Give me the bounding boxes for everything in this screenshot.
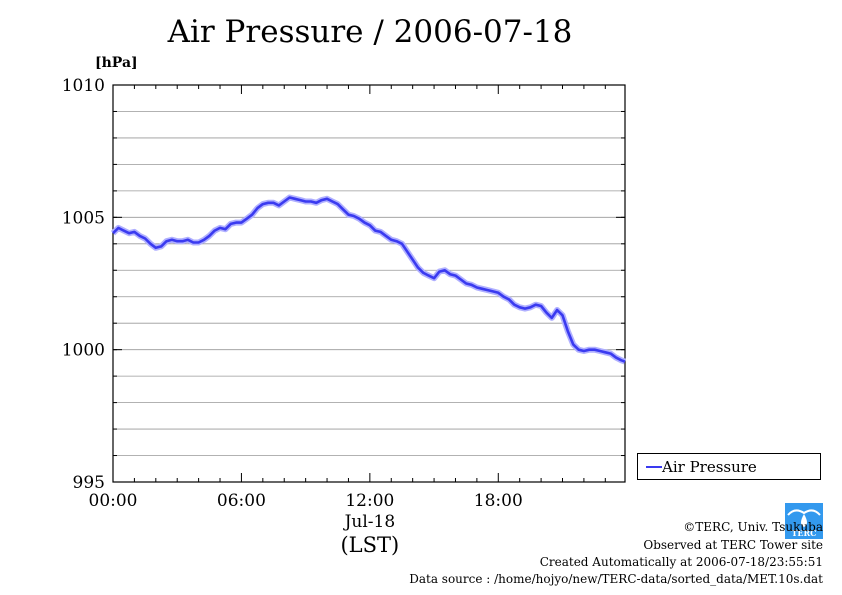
x-tick-label: 12:00	[345, 491, 394, 511]
series-line-halo	[110, 194, 627, 365]
credit-observed: Observed at TERC Tower site	[643, 538, 823, 552]
x-tick-label: 06:00	[217, 491, 266, 511]
y-axis-unit-label: [hPa]	[95, 55, 138, 71]
y-tick-label: 1005	[62, 208, 105, 228]
terc-logo-icon: TERC	[785, 503, 823, 539]
y-tick-label: 1000	[62, 341, 105, 361]
chart-title: Air Pressure / 2006-07-18	[167, 14, 573, 50]
logo-text: TERC	[791, 528, 816, 538]
y-tick-label: 1010	[62, 76, 105, 96]
credit-data-source: Data source : /home/hojyo/new/TERC-data/…	[409, 572, 823, 586]
series-line	[112, 196, 626, 363]
chart-legend: Air Pressure	[637, 453, 821, 480]
y-tick-label: 995	[73, 473, 105, 493]
credit-copyright: ©TERC, Univ. Tsukuba	[683, 520, 823, 534]
legend-swatch	[646, 466, 662, 468]
credit-created: Created Automatically at 2006-07-18/23:5…	[539, 555, 823, 569]
plot-frame	[112, 84, 626, 483]
legend-label: Air Pressure	[662, 458, 757, 476]
x-tick-label: 00:00	[89, 491, 138, 511]
x-date-label: Jul-18	[343, 512, 396, 532]
x-zone-label: (LST)	[340, 533, 399, 557]
x-tick-label: 18:00	[474, 491, 523, 511]
